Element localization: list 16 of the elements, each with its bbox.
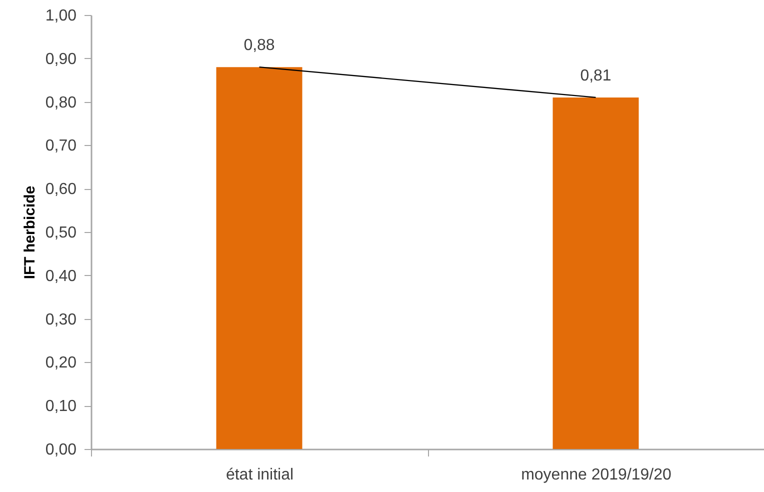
data-label: 0,88 (244, 37, 275, 54)
y-tick-label: 0,40 (45, 268, 77, 285)
y-tick-label: 0,00 (45, 442, 77, 458)
y-tick-label: 0,30 (45, 311, 77, 328)
data-label: 0,81 (580, 67, 612, 84)
y-tick-label: 0,80 (45, 94, 77, 112)
y-tick-label: 0,70 (45, 138, 77, 155)
y-tick-label: 0,60 (45, 181, 77, 198)
y-tick-label: 0,50 (45, 224, 77, 242)
y-tick-label: 0,20 (45, 354, 77, 372)
x-tick-label: moyenne 2019/19/20 (521, 466, 672, 484)
y-tick-label: 0,90 (45, 50, 77, 68)
y-tick-label: 1,00 (45, 8, 77, 24)
x-tick-label: état initial (226, 466, 294, 484)
y-axis-title: IFT herbicide (21, 186, 38, 280)
y-tick-label: 0,10 (45, 398, 77, 416)
